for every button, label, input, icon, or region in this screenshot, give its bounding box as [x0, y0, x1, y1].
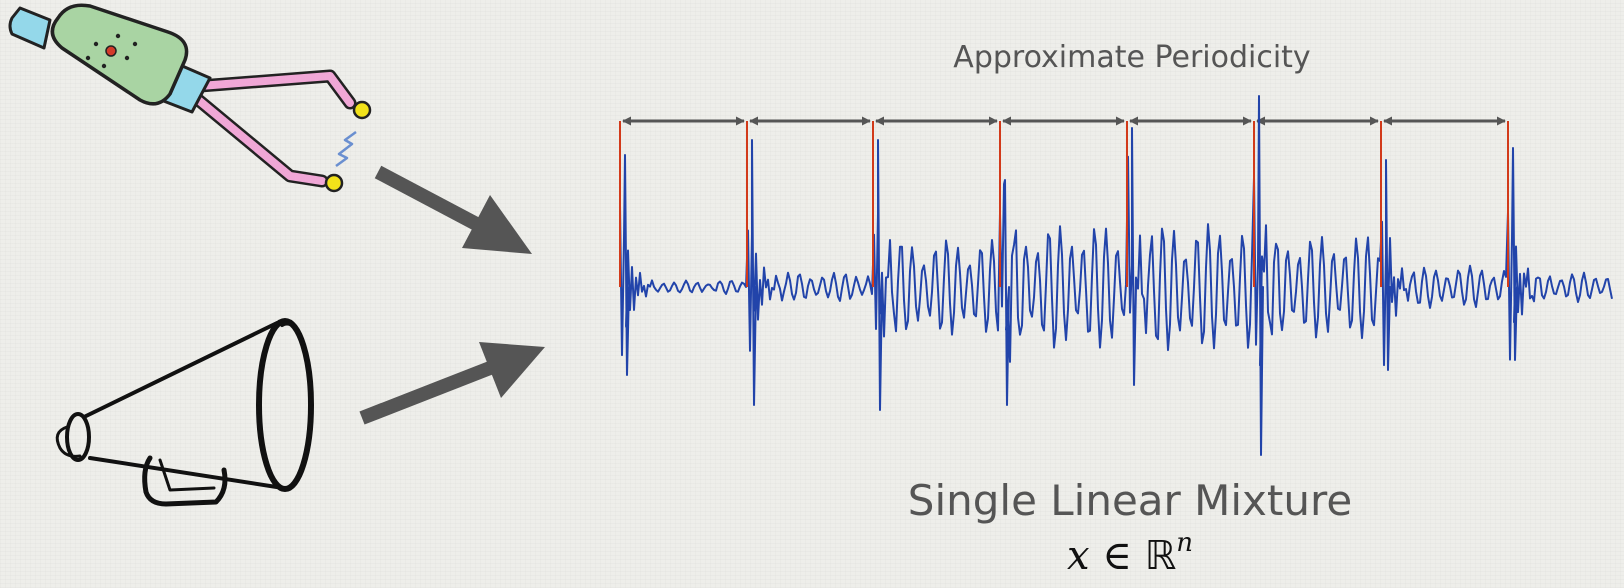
math-relation: ∈ — [1102, 533, 1132, 579]
math-variable: x — [1066, 533, 1090, 579]
arrow-icon — [359, 165, 545, 425]
period-markers — [619, 121, 1509, 287]
waveform-signal — [619, 95, 1613, 456]
mixture-caption: Single Linear Mixture — [907, 476, 1353, 525]
math-space: ℝ — [1144, 533, 1177, 579]
megaphone-icon — [55, 318, 314, 507]
tuning-fork-icon — [8, 3, 372, 193]
math-exponent: n — [1176, 528, 1194, 558]
math-expression: x ∈ ℝn — [1000, 528, 1260, 579]
periodicity-label: Approximate Periodicity — [953, 40, 1311, 75]
